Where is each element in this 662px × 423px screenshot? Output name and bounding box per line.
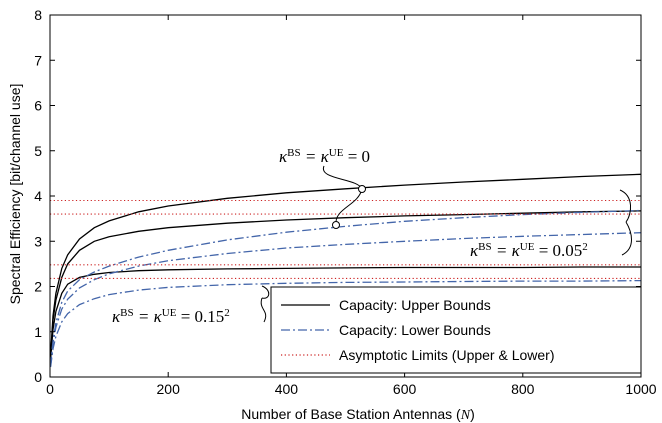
legend-label-asymptotic: Asymptotic Limits (Upper & Lower) (339, 347, 555, 363)
y-axis-label: Spectral Efficiency [bit/channel use] (7, 84, 23, 305)
series-line-1 (49, 210, 642, 357)
annotation-label-0: κBS = κUE = 0 (279, 147, 370, 166)
annotation-layer: κBS = κUE = 0 κBS = κUE = 0.052 κBS = κUE … (112, 147, 632, 326)
legend-label-upper: Capacity: Upper Bounds (339, 297, 491, 313)
x-tick-label: 800 (511, 381, 535, 397)
x-tick-label: 600 (393, 381, 417, 397)
legend: Capacity: Upper Bounds Capacity: Lower B… (270, 286, 642, 374)
y-tick-label: 8 (34, 7, 42, 23)
callout-curve-3 (261, 285, 270, 299)
y-tick-label: 2 (34, 279, 42, 295)
callout-marker-1 (332, 221, 340, 229)
series-line-3 (49, 209, 642, 366)
y-tick-label: 0 (34, 369, 42, 385)
series-layer (49, 173, 642, 368)
series-line-2 (49, 266, 641, 359)
y-tick-label: 5 (34, 143, 42, 159)
annotation-label-2: κBS = κUE = 0.152 (112, 307, 230, 326)
series-line-4 (49, 232, 642, 366)
y-tick-label: 3 (34, 233, 42, 249)
legend-label-lower: Capacity: Lower Bounds (339, 322, 491, 338)
x-tick-label: 200 (157, 381, 181, 397)
callout-curve-2 (260, 297, 267, 323)
callout-curve-5 (621, 221, 632, 256)
x-axis-label-text: Number of Base Station Antennas ( (241, 406, 461, 422)
x-tick-label: 1000 (625, 381, 656, 397)
annotation-label-1: κBS = κUE = 0.052 (470, 241, 588, 260)
series-line-0 (49, 173, 642, 355)
callout-curve-4 (619, 189, 631, 223)
axes-layer: 0 200 400 600 800 1000 0 1 2 3 4 5 6 7 8 (34, 7, 657, 397)
y-tick-label: 4 (34, 188, 42, 204)
legend-box (270, 286, 642, 374)
y-tick-label: 7 (34, 52, 42, 68)
x-axis-label-var: N (460, 408, 471, 423)
x-axis-label: Number of Base Station Antennas (N) (241, 406, 474, 423)
callout-marker-0 (358, 185, 366, 193)
x-axis-label-close: ) (470, 406, 475, 422)
x-tick-label: 0 (46, 381, 54, 397)
y-tick-label: 6 (34, 98, 42, 114)
x-tick-label: 400 (275, 381, 299, 397)
y-tick-label: 1 (34, 324, 42, 340)
